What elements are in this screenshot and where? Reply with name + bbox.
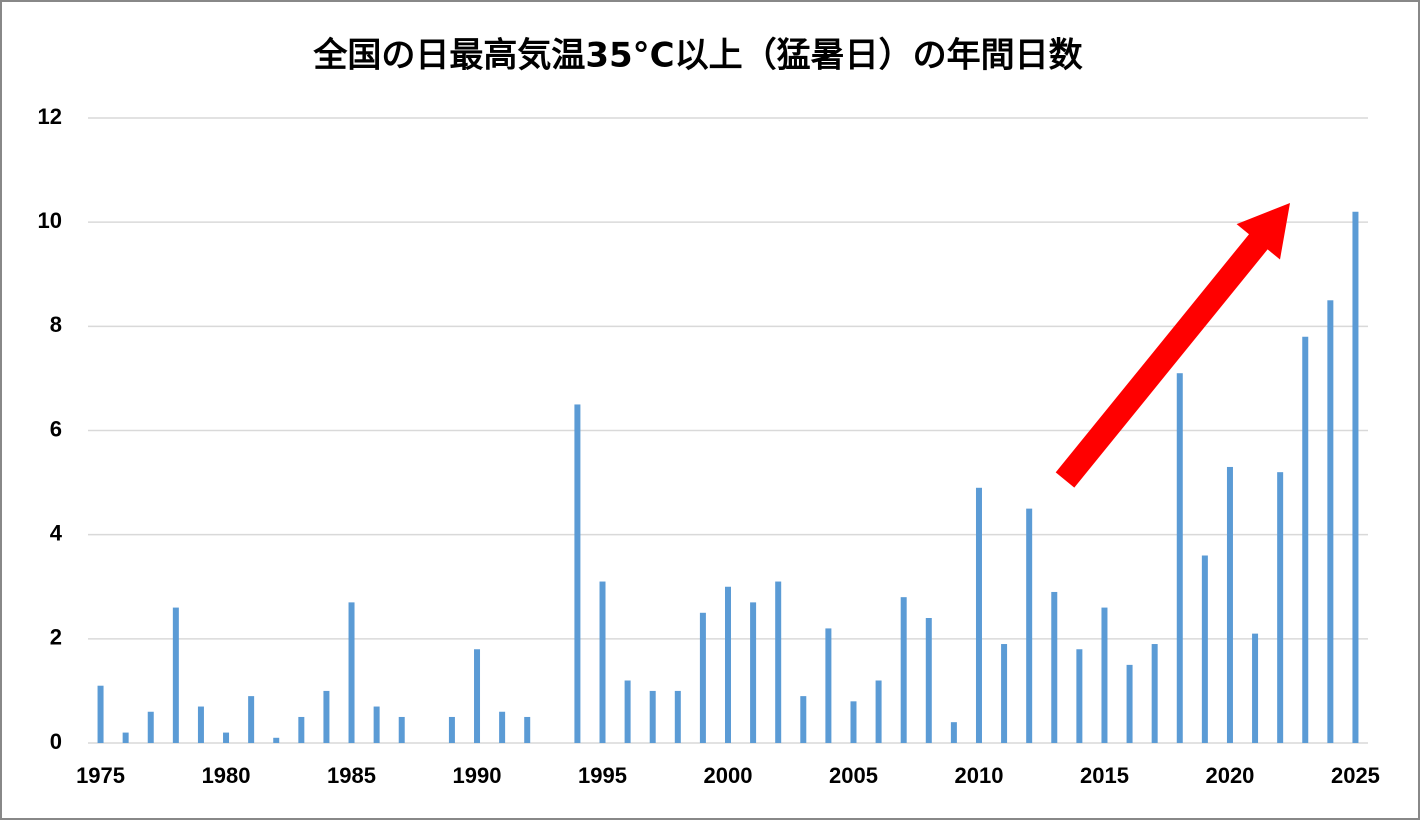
bar: [524, 716, 531, 743]
x-tick-label: 2005: [829, 763, 878, 788]
y-tick-label: 8: [50, 312, 62, 337]
bar: [298, 716, 305, 743]
bar: [1001, 644, 1008, 743]
bar: [1327, 300, 1334, 743]
bar: [850, 701, 857, 743]
plot-area: 0 2 4 6 8 10 12 1975 1980 1985 1990 1995 2000 2005 201…: [38, 104, 1380, 788]
bar: [499, 711, 506, 743]
y-tick-label: 0: [50, 729, 62, 754]
x-tick-label: 2025: [1331, 763, 1380, 788]
bar: [925, 618, 932, 743]
bar: [1302, 336, 1309, 743]
y-tick-label: 6: [50, 416, 62, 441]
bar: [197, 706, 204, 743]
bar: [147, 711, 154, 743]
bar: [1101, 607, 1108, 743]
bar: [323, 690, 330, 743]
bar: [1126, 664, 1133, 743]
bar: [950, 722, 957, 743]
bar: [172, 607, 179, 743]
bar: [674, 690, 681, 743]
x-tick-label: 2010: [955, 763, 1004, 788]
bar: [398, 716, 405, 743]
trend-arrow: [1055, 203, 1290, 488]
bar: [348, 602, 355, 743]
bar: [624, 680, 631, 743]
y-tick-label: 4: [50, 520, 63, 545]
y-tick-label: 10: [38, 208, 62, 233]
bar: [800, 696, 807, 743]
bar: [900, 597, 907, 743]
bar: [1076, 649, 1083, 743]
x-tick-label: 1985: [327, 763, 376, 788]
x-tick-label: 1980: [202, 763, 251, 788]
bar: [825, 628, 832, 743]
bar: [1277, 472, 1284, 743]
bar: [1151, 644, 1158, 743]
y-tick-label: 12: [38, 104, 62, 129]
bar: [1051, 591, 1058, 743]
bar: [1201, 555, 1208, 743]
bar: [373, 706, 380, 743]
bar: [97, 685, 104, 743]
bar: [474, 649, 481, 743]
bar: [725, 586, 731, 743]
bar: [1026, 508, 1033, 743]
x-tick-label: 2000: [704, 763, 753, 788]
bar: [975, 487, 982, 743]
bar: [599, 581, 606, 743]
x-tick-label: 1990: [453, 763, 502, 788]
bar: [1226, 466, 1233, 743]
chart-title: 全国の日最高気温35°C以上（猛暑日）の年間日数: [312, 36, 1082, 76]
bar: [649, 690, 656, 743]
x-tick-label: 1975: [76, 763, 125, 788]
x-tick-label: 2020: [1205, 763, 1254, 788]
bar: [875, 680, 882, 743]
bar: [775, 581, 782, 743]
x-tick-label: 1995: [578, 763, 627, 788]
bar: [699, 612, 706, 743]
bar: [223, 732, 230, 743]
bar: [750, 602, 757, 743]
bar: [122, 732, 129, 743]
bar: [1176, 373, 1183, 743]
bar: [273, 737, 280, 743]
bar: [1252, 633, 1259, 743]
bar: [448, 716, 455, 743]
x-tick-label: 2015: [1080, 763, 1129, 788]
y-tick-label: 2: [50, 625, 62, 650]
bar: [248, 696, 255, 743]
bar: [574, 404, 581, 743]
bar: [1352, 211, 1359, 743]
